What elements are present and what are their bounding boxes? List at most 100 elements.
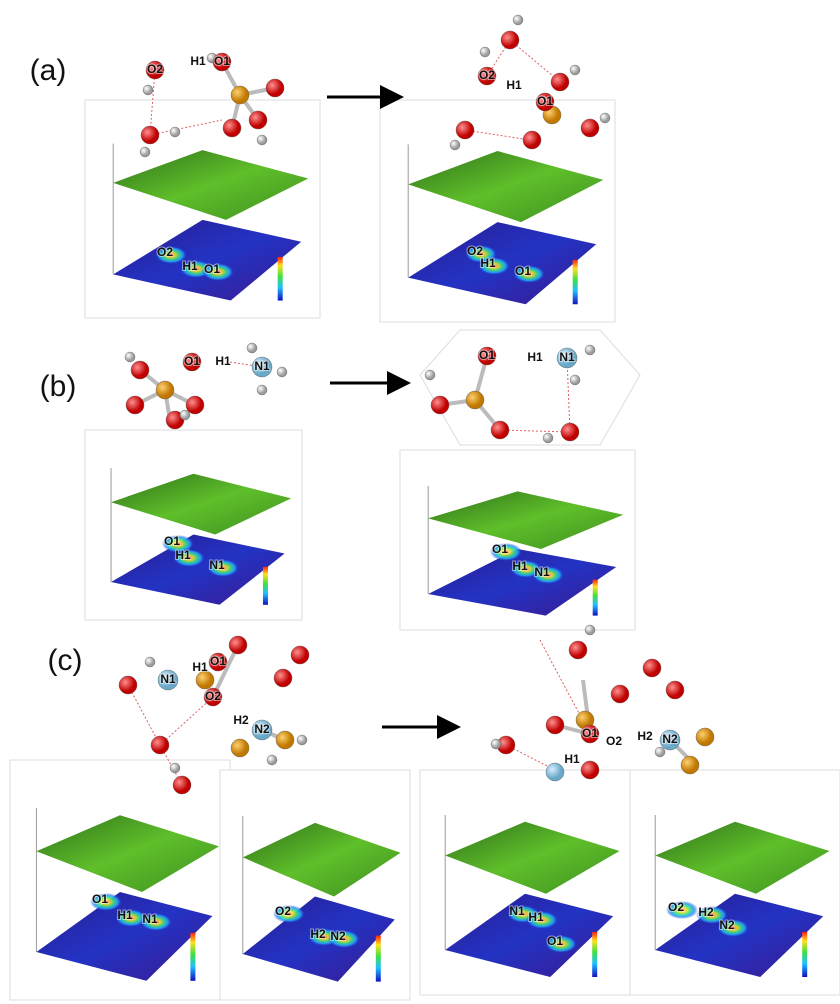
panel-label: (c) — [48, 644, 83, 677]
atom — [666, 681, 684, 699]
map-atom-label: H1 — [117, 908, 133, 922]
atom — [274, 669, 292, 687]
atom — [581, 119, 599, 137]
atom-label: H2 — [233, 713, 249, 727]
atom — [156, 381, 174, 399]
color-bar — [573, 260, 578, 304]
atom — [466, 391, 484, 409]
map-atom-label: N1 — [509, 904, 525, 918]
atom — [431, 396, 449, 414]
panel-label: (b) — [40, 370, 77, 403]
atom — [297, 735, 307, 745]
atom — [643, 659, 661, 677]
atom-label: O1 — [210, 654, 226, 668]
map-atom-label: O1 — [92, 892, 108, 906]
atom — [247, 343, 257, 353]
atom — [276, 731, 294, 749]
atom-label: H2 — [637, 729, 653, 743]
atom — [585, 345, 595, 355]
atom — [450, 140, 460, 150]
atom — [581, 761, 599, 779]
atom — [257, 135, 267, 145]
atom — [231, 739, 249, 757]
atom — [655, 747, 665, 757]
map-atom-label: N2 — [330, 929, 346, 943]
atom-label: N1 — [254, 359, 270, 373]
surface-plot — [400, 450, 635, 630]
atom — [267, 755, 277, 765]
atom — [173, 776, 191, 794]
atom — [570, 65, 580, 75]
color-bar — [593, 580, 598, 616]
atom — [291, 646, 309, 664]
map-atom-label: N1 — [534, 565, 550, 579]
atom — [170, 763, 180, 773]
atom — [425, 370, 435, 380]
atom-label: N2 — [662, 732, 678, 746]
atom — [145, 657, 155, 667]
atom — [231, 86, 249, 104]
surface-plot — [380, 100, 615, 322]
atom-label: O2 — [479, 68, 495, 82]
map-atom-label: H1 — [528, 910, 544, 924]
map-atom-label: O1 — [547, 934, 563, 948]
map-atom-label: H1 — [480, 256, 496, 270]
map-atom-label: H1 — [512, 559, 528, 573]
atom — [561, 423, 579, 441]
atom — [501, 31, 519, 49]
atom — [491, 421, 509, 439]
atom — [611, 685, 629, 703]
atom-label: N2 — [254, 722, 270, 736]
atom — [266, 79, 284, 97]
color-bar — [190, 933, 195, 981]
atom-label: O2 — [205, 689, 221, 703]
atom-label: H1 — [527, 350, 543, 364]
atom — [229, 636, 247, 654]
atom-label: H1 — [215, 354, 231, 368]
atom-label: O1 — [582, 726, 598, 740]
atom-label: N1 — [559, 350, 575, 364]
atom-label: H1 — [192, 660, 208, 674]
map-atom-label: O1 — [204, 262, 220, 276]
map-atom-label: O1 — [515, 264, 531, 278]
atom — [277, 367, 287, 377]
atom-label: O1 — [537, 94, 553, 108]
atom — [151, 736, 169, 754]
atom-label: O2 — [606, 734, 622, 748]
surface-plot — [630, 770, 840, 995]
atom — [143, 85, 153, 95]
atom — [585, 625, 595, 635]
atom — [696, 728, 714, 746]
color-bar — [592, 932, 597, 977]
color-bar — [263, 567, 268, 605]
panel-label: (a) — [30, 54, 67, 87]
figure: (a)O2H1O1O2H1O1O2H1O1O2H1O1(b)O1H1N1O1H1… — [0, 0, 840, 1004]
map-atom-label: H2 — [698, 905, 714, 919]
atom — [570, 375, 580, 385]
h-bond — [128, 685, 160, 745]
atom — [480, 47, 490, 57]
atom — [569, 641, 587, 659]
atom — [119, 676, 137, 694]
atom — [186, 396, 204, 414]
atom — [456, 121, 474, 139]
map-atom-label: H2 — [310, 927, 326, 941]
atom-label: N1 — [160, 672, 176, 686]
atom — [131, 361, 149, 379]
h-bond — [510, 40, 560, 82]
atom-label: O2 — [147, 62, 163, 76]
atom-label: O1 — [214, 54, 230, 68]
atom — [523, 131, 541, 149]
color-bar — [278, 257, 283, 301]
atom — [491, 739, 501, 749]
atom — [600, 113, 610, 123]
atom-label: H1 — [506, 78, 522, 92]
atom — [546, 716, 564, 734]
color-bar — [802, 932, 807, 977]
atom — [126, 396, 144, 414]
atom — [180, 410, 190, 420]
map-atom-label: O1 — [492, 542, 508, 556]
surface-plot — [220, 770, 410, 1000]
atom-label: H1 — [564, 752, 580, 766]
surface-plot — [10, 760, 230, 1000]
